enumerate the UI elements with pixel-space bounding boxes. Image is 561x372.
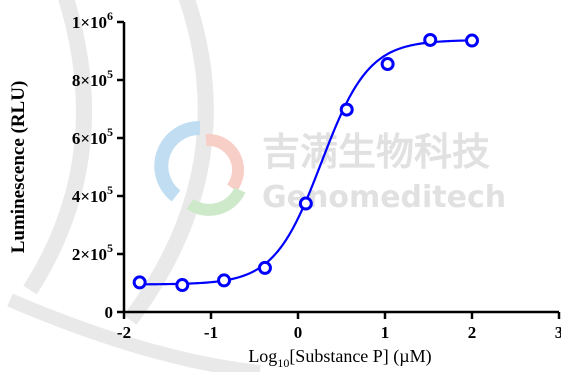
x-ticks: -2 -1 0 1 2 3 [117, 312, 561, 342]
watermark-logo-icon [154, 120, 246, 216]
x-axis-label-rest: [Substance P] (µM) [289, 346, 431, 367]
data-point [217, 273, 232, 288]
watermark-stroke [7, 293, 261, 372]
y-tick-label: 1×106 [72, 9, 113, 32]
x-tick-label: 2 [468, 323, 477, 342]
watermark-stroke [23, 0, 92, 295]
y-ticks: 0 2×105 4×105 6×105 8×105 1×106 [72, 9, 124, 322]
axes [122, 22, 559, 314]
x-axis-label: Log10[Substance P] (µM) [248, 346, 431, 370]
x-tick-label: -2 [117, 323, 131, 342]
y-axis-label: Luminescence (RLU) [8, 81, 29, 254]
watermark-english: Genomeditech [262, 180, 506, 215]
data-point [423, 32, 438, 47]
y-tick-label: 6×105 [72, 125, 113, 148]
y-tick-label: 0 [105, 303, 114, 322]
x-tick-label: 1 [381, 323, 390, 342]
y-tick-label: 4×105 [72, 183, 113, 206]
x-tick-label: 0 [294, 323, 303, 342]
watermark-stroke [123, 0, 214, 325]
data-point [339, 102, 354, 117]
data-point [298, 196, 313, 211]
y-tick-label: 8×105 [72, 67, 113, 90]
x-axis-label-subscript: 10 [277, 356, 289, 370]
x-tick-label: -1 [204, 323, 218, 342]
y-tick-label: 2×105 [72, 241, 113, 264]
watermark: 吉满生物科技 Genomeditech [7, 0, 506, 372]
x-tick-label: 3 [555, 323, 561, 342]
data-point [257, 260, 272, 275]
data-point [465, 33, 479, 48]
data-point [175, 278, 190, 293]
data-point [380, 57, 395, 72]
watermark-chinese: 吉满生物科技 [262, 130, 490, 174]
data-points [132, 32, 479, 293]
x-axis-label-main: Log [248, 346, 277, 366]
data-point [132, 275, 147, 290]
